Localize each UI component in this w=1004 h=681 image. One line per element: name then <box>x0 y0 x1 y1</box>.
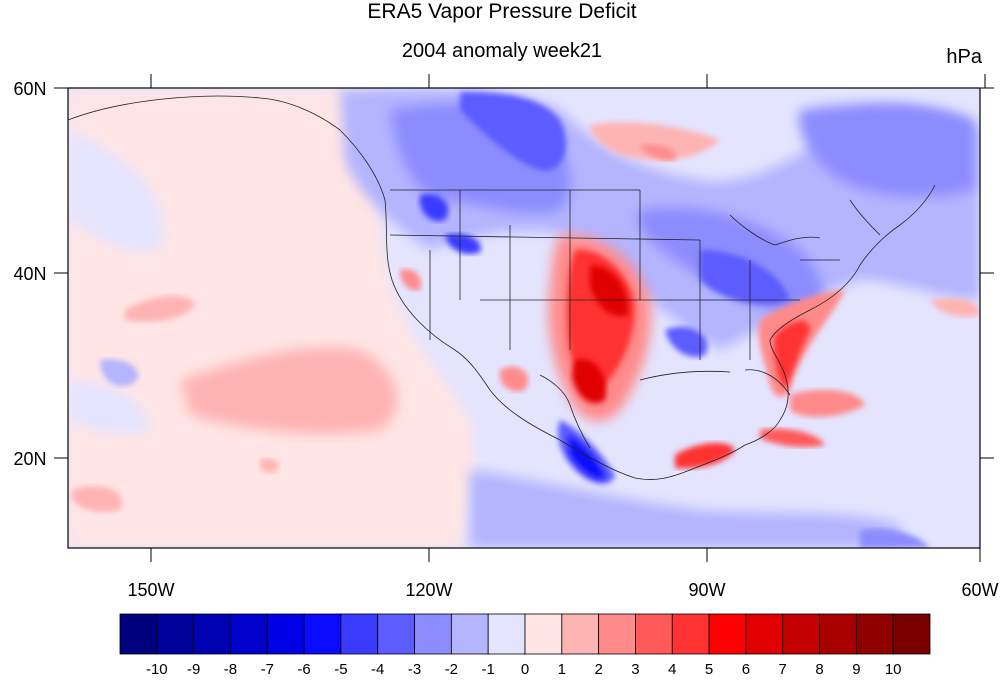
colorbar-swatch <box>745 613 784 655</box>
colorbar-swatch <box>524 613 563 655</box>
colorbar-label: -9 <box>187 661 200 678</box>
colorbar-label: 10 <box>885 661 902 678</box>
colorbar-label: -5 <box>334 661 347 678</box>
colorbar-label: 2 <box>594 661 602 678</box>
lon-label-60w: 60W <box>961 580 998 600</box>
colorbar-swatch <box>303 613 342 655</box>
colorbar-swatch <box>266 613 305 655</box>
colorbar-swatch <box>782 613 820 655</box>
colorbar-swatch <box>671 613 710 655</box>
colorbar-swatch <box>193 613 231 655</box>
colorbar-label: 6 <box>742 661 750 678</box>
anomaly-field <box>68 88 980 548</box>
colorbar-swatch <box>377 613 415 655</box>
lat-label-40n: 40N <box>13 264 46 284</box>
lat-label-60n: 60N <box>13 79 46 99</box>
colorbar-label: 1 <box>558 661 566 678</box>
colorbar-label: -2 <box>445 661 458 678</box>
lon-label-120w: 120W <box>405 580 452 600</box>
colorbar-label: -6 <box>297 661 310 678</box>
colorbar-swatch <box>340 613 379 655</box>
colorbar-swatch <box>156 613 195 655</box>
map-subtitle: 2004 anomaly week21 <box>401 40 603 62</box>
colorbar-swatch <box>892 613 931 655</box>
units-label: hPa <box>946 46 982 68</box>
coastlines <box>68 95 936 480</box>
colorbar-label: 4 <box>668 661 676 678</box>
lat-label-20n: 20N <box>13 449 46 469</box>
plot-frame <box>67 87 981 549</box>
colorbar-swatch <box>708 613 747 655</box>
colorbar-swatch <box>598 613 636 655</box>
colorbar-swatch <box>635 613 673 655</box>
colorbar-swatch <box>119 613 158 655</box>
colorbar-label: 8 <box>815 661 823 678</box>
colorbar-swatch <box>819 613 857 655</box>
colorbar-swatch <box>855 613 894 655</box>
colorbar-label: 7 <box>779 661 787 678</box>
colorbar-label: 0 <box>521 661 529 678</box>
colorbar-label: -4 <box>371 661 384 678</box>
colorbar-label: -8 <box>224 661 237 678</box>
colorbar-label: 5 <box>705 661 713 678</box>
colorbar-label: -10 <box>146 661 168 678</box>
colorbar-swatch <box>230 613 268 655</box>
colorbar-swatch <box>487 613 526 655</box>
colorbar-label: -3 <box>408 661 421 678</box>
map-title: ERA5 Vapor Pressure Deficit <box>367 0 637 23</box>
lon-label-90w: 90W <box>688 580 725 600</box>
colorbar-swatch <box>414 613 452 655</box>
colorbar: -10 -9 -8 -7 -6 -5 -4 -3 -2 -1 0 1 2 3 4 5 6 7 8 9 10 <box>119 613 931 678</box>
axis-ticks <box>54 74 994 562</box>
colorbar-label: -7 <box>261 661 274 678</box>
colorbar-label: 3 <box>631 661 639 678</box>
lon-label-150w: 150W <box>127 580 174 600</box>
colorbar-label: 9 <box>852 661 860 678</box>
colorbar-label: -1 <box>482 661 495 678</box>
colorbar-swatch <box>561 613 600 655</box>
colorbar-swatch <box>450 613 489 655</box>
